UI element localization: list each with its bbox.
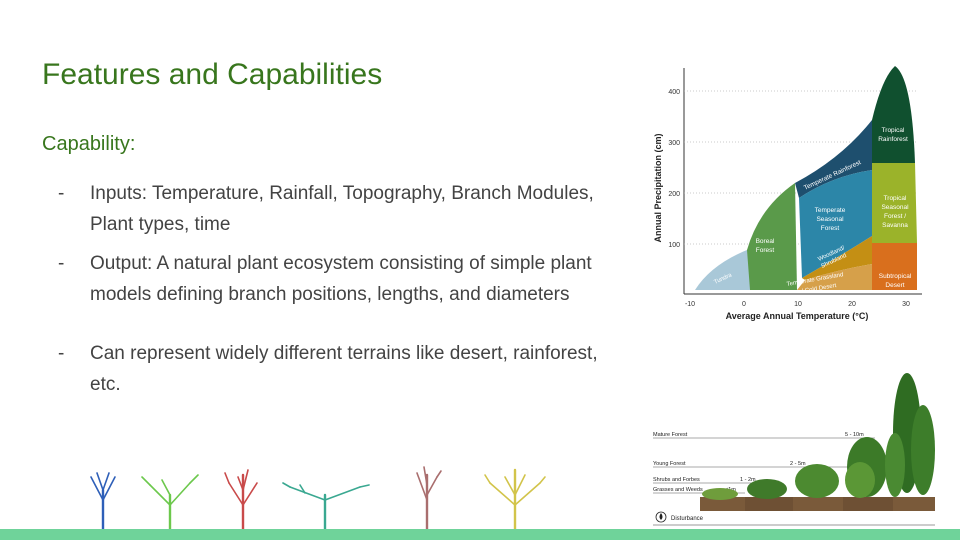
grasses-label: Grasses and Weeds [653,487,703,493]
x-tick-label: -10 [685,301,695,308]
bullet-terrains: - Can represent widely different terrains… [42,338,602,400]
tree-model [416,466,442,530]
tree-branch [102,476,116,501]
subtropical-desert-region [872,243,917,290]
mature-forest-label: Mature Forest [653,432,688,438]
x-tick-label: 20 [848,301,856,308]
label-temperate-seasonal: Temperate [815,207,846,214]
label-boreal: Forest [756,247,775,254]
tree-branch [436,470,442,478]
tree-branch [489,482,516,506]
tree-branch [539,476,546,484]
label-tropical-seasonal: Seasonal [881,204,909,211]
label-temperate-seasonal: Forest [821,225,840,232]
y-tick-label: 300 [668,140,680,147]
tree-model [224,469,258,530]
tree-branch [169,482,191,506]
fire-icon [655,511,667,523]
tree-branch [299,484,306,494]
tree-branch [289,486,326,501]
tropical-seasonal-region [872,163,917,243]
x-tick-label: 10 [794,301,802,308]
label-tropical-seasonal: Forest / [884,213,906,220]
tree-branch [359,484,370,488]
tree-model [484,468,546,530]
label-tropical-seasonal: Savanna [882,222,908,229]
tree-branch [237,476,244,491]
x-tick-label: 30 [902,301,910,308]
y-axis-label: Annual Precipitation (cm) [653,133,663,242]
tree-branch [189,474,199,484]
flame-shape [659,513,663,520]
label-subtropical-desert: Desert [885,282,904,289]
succession-illustration: Mature Forest 5 - 10m Young Forest 2 - 5… [653,373,935,526]
x-tick-label: 0 [742,301,746,308]
label-temperate-seasonal: Seasonal [816,216,844,223]
tree-branch [484,474,491,484]
tree-branch [90,476,104,501]
tree-branch [514,482,541,506]
disturbance-label: Disturbance [671,516,704,522]
label-subtropical-desert: Subtropical [879,273,912,280]
label-tropical-rainforest: Tropical [882,127,905,134]
tree-branch [324,486,361,501]
temperate-rainforest-region [795,120,872,198]
capability-heading: Capability: [42,133,136,155]
tree-branch [102,472,110,491]
tree-model [141,474,199,530]
young-forest-label: Young Forest [653,461,686,467]
tree-branch [423,466,428,486]
tree-branch [149,484,171,506]
temperate-seasonal-region [799,170,872,278]
x-axis-label: Average Annual Temperature (°C) [726,311,869,321]
bullet-text: Inputs: Temperature, Rainfall, Topograph… [90,183,594,235]
shrubs-label: Shrubs and Forbes [653,477,700,483]
y-tick-label: 100 [668,242,680,249]
tree-branch [224,472,230,484]
bullet-inputs: - Inputs: Temperature, Rainfall, Topograp… [42,178,602,240]
tree-model [282,482,370,530]
tree-branch [161,479,171,496]
tree-branch [141,476,151,486]
tree-branch [228,482,244,506]
y-tick-label: 200 [668,191,680,198]
tropical-rainforest-region [872,66,915,163]
mature-height-label: 5 - 10m [845,432,864,438]
young-height-label: 2 - 5m [790,461,806,467]
tree-branch [242,469,249,491]
capability-list: - Inputs: Temperature, Rainfall, Topograp… [42,178,602,408]
tree-model-samples [90,466,546,530]
tree-branch [282,482,291,488]
slide-title: Features and Capabilities [42,58,383,91]
grassland-region [755,264,872,290]
soil-blocks [700,497,935,511]
y-tick-label: 400 [668,89,680,96]
tree-branch [504,476,516,496]
tree-branch [416,472,428,501]
woodland-region [802,236,872,280]
boreal-region [747,183,797,290]
bullet-dash: - [58,253,65,274]
bullet-dash: - [58,183,65,204]
label-boreal: Boreal [756,238,775,245]
bottom-accent-bar [0,529,960,540]
tree-model [90,472,116,530]
bullet-text: Can represent widely different terrains … [90,343,598,395]
biome-diagram: Tundra Boreal Forest Temperate Rainfores… [653,66,922,321]
tree-branch [426,476,438,496]
shrubs-height-label: 1 - 2m [740,477,756,483]
label-tropical-seasonal: Tropical [884,195,907,202]
tree-branch [242,482,258,506]
tree-branch [96,472,104,491]
bullet-output: - Output: A natural plant ecosystem consi… [42,248,602,310]
label-tropical-rainforest: Rainforest [878,136,908,143]
bullet-text: Output: A natural plant ecosystem consis… [90,253,592,305]
vegetation [702,373,935,500]
tree-branch [514,474,526,496]
bullet-dash: - [58,343,65,364]
tundra-region [695,248,755,290]
